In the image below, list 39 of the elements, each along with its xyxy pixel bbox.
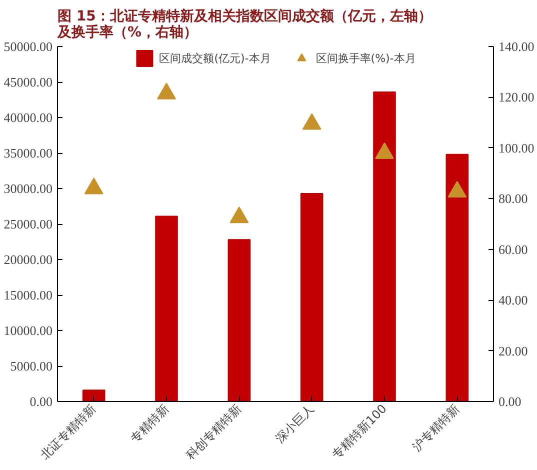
y-tick-label: 30000.00 [4,181,52,196]
y2-tick-label: 80.00 [498,191,528,206]
legend-label: 区间成交额(亿元)-本月 [159,50,271,66]
y2-tick-label: 100.00 [498,140,534,156]
bar [446,154,469,402]
bar [155,216,178,402]
bar [82,390,106,402]
point [157,82,176,100]
y-tick-label: 50000.00 [4,39,52,54]
x-tick-label: 深小巨人 [272,402,317,446]
y-tick-label: 0.00 [30,394,52,409]
bar [300,192,324,402]
y2-tick-label: 40.00 [498,292,528,308]
y-tick-label: 45000.00 [4,74,52,90]
bar [228,239,251,402]
y2-tick-label: 140.00 [498,39,534,54]
y-tick-label: 40000.00 [4,110,52,125]
chart-title: 图 15：北证专精特新及相关指数区间成交额（亿元，左轴）及换手率（%，右轴） [56,8,432,40]
x-tick-label: 科创专精特新 [183,402,244,462]
x-tick-label: 专精特新100 [329,402,390,462]
y-tick-label: 5000.00 [10,358,52,374]
legend-label: 区间换手率(%)-本月 [316,50,416,66]
x-tick-label: 沪专精特新 [410,402,462,454]
y-tick-label: 15000.00 [4,288,52,302]
x-tick-label: 专精特新 [128,402,172,446]
y-tick-label: 10000.00 [4,323,52,338]
y-tick-label: 25000.00 [4,216,52,232]
point [230,206,249,224]
y2-tick-label: 0.00 [498,394,522,409]
point [448,180,467,198]
y2-tick-label: 20.00 [498,343,528,358]
y2-tick-label: 120.00 [498,90,534,105]
point [84,178,104,194]
y-tick-label: 20000.00 [4,252,52,267]
point [302,113,322,130]
y-tick-label: 35000.00 [4,146,52,160]
point [375,142,394,159]
bar [373,91,396,402]
y2-tick-label: 60.00 [498,242,528,257]
